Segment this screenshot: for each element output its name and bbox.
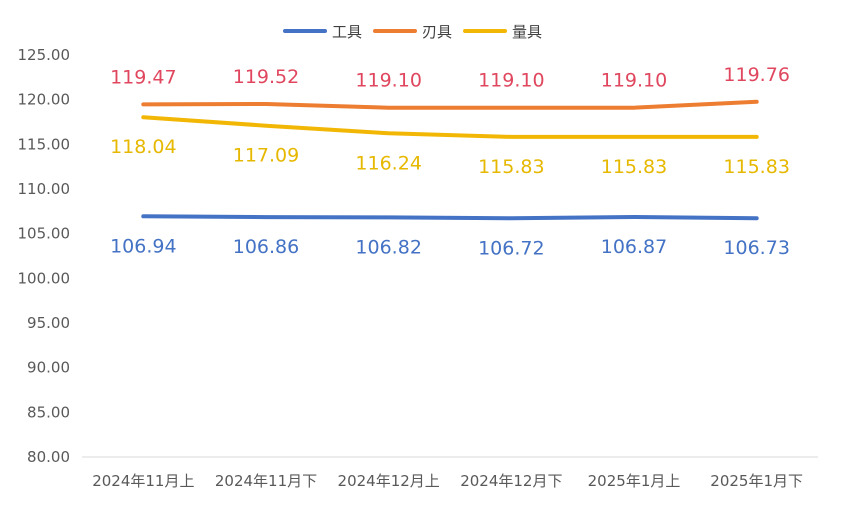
y-tick-label: 105.00: [18, 225, 71, 243]
data-label: 115.83: [478, 156, 544, 178]
data-label: 117.09: [233, 145, 299, 167]
data-label: 119.10: [478, 70, 544, 92]
legend-label: 工具: [332, 23, 362, 41]
series-line-1: [141, 214, 759, 221]
x-tick-label: 2025年1月下: [710, 472, 803, 490]
data-label: 119.47: [110, 66, 176, 88]
data-label: 119.10: [355, 70, 421, 92]
y-axis: 125.00 120.00 115.00 110.00 105.00 100.00 95.0…: [18, 46, 71, 466]
y-tick-label: 110.00: [18, 180, 71, 198]
y-tick-label: 115.00: [18, 135, 71, 153]
data-label: 106.86: [233, 236, 299, 258]
y-tick-label: 95.00: [27, 314, 70, 332]
y-tick-label: 80.00: [27, 448, 70, 466]
data-label: 116.24: [355, 152, 421, 174]
x-tick-label: 2024年12月上: [338, 472, 440, 490]
data-label: 119.52: [233, 66, 299, 88]
legend-label: 刃具: [422, 23, 452, 41]
data-label: 106.82: [355, 236, 421, 258]
data-label: 119.10: [601, 70, 667, 92]
series-line-2: [141, 99, 759, 110]
series-lines: [141, 99, 759, 221]
data-label: 106.94: [110, 235, 176, 257]
legend: 工具 刃具 量具: [283, 23, 542, 41]
x-tick-label: 2024年11月上: [92, 472, 194, 490]
data-label: 118.04: [110, 136, 176, 158]
y-tick-label: 100.00: [18, 269, 71, 287]
y-tick-label: 90.00: [27, 359, 70, 377]
x-axis: 2024年11月上 2024年11月下 2024年12月上 2024年12月下 2025…: [82, 456, 818, 490]
data-label: 106.72: [478, 237, 544, 259]
data-label: 115.83: [601, 156, 667, 178]
data-labels: 106.94 106.86 106.82 106.72 106.87 106.73 119.…: [110, 64, 790, 259]
x-tick-label: 2024年11月下: [215, 472, 317, 490]
y-tick-label: 120.00: [18, 91, 71, 109]
data-label: 119.76: [723, 64, 789, 86]
y-tick-label: 125.00: [18, 46, 71, 64]
x-tick-label: 2024年12月下: [460, 472, 562, 490]
y-tick-label: 85.00: [27, 403, 70, 421]
data-label: 106.87: [601, 236, 667, 258]
x-tick-label: 2025年1月上: [588, 472, 681, 490]
series-line-3: [141, 115, 759, 139]
data-label: 115.83: [723, 156, 789, 178]
legend-label: 量具: [512, 23, 542, 41]
data-label: 106.73: [723, 237, 789, 259]
